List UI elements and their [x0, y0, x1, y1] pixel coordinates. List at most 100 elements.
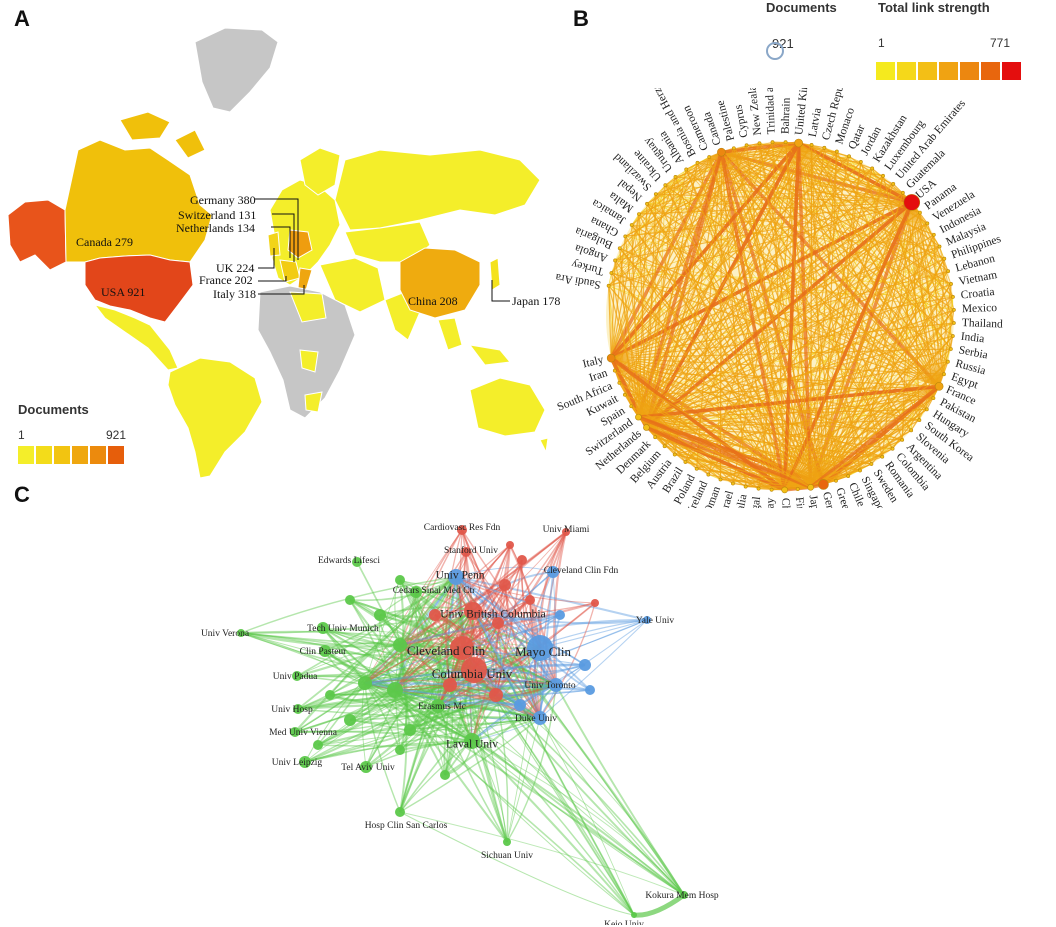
institution-node — [443, 678, 457, 692]
country-node — [858, 160, 863, 164]
institution-link — [399, 740, 473, 813]
country-node — [617, 246, 622, 251]
institution-node — [393, 638, 407, 652]
panel-a-letter: A — [14, 6, 30, 31]
country-node — [731, 146, 736, 151]
strength-swatch — [939, 62, 960, 80]
institution-label: Columbia Univ — [432, 666, 513, 681]
country-node — [694, 466, 699, 471]
country-link — [674, 453, 811, 488]
institution-link — [297, 610, 474, 710]
institution-link — [437, 599, 531, 707]
country-node — [834, 478, 838, 483]
institution-link — [437, 614, 561, 707]
country-node — [645, 201, 649, 206]
institution-link — [324, 650, 439, 707]
institution-link — [365, 576, 457, 768]
institution-link — [399, 669, 475, 813]
institution-link — [455, 576, 497, 696]
institution-link — [472, 610, 557, 686]
institution-link — [297, 682, 366, 710]
map-label-france: France 202 — [199, 273, 253, 287]
country-node — [695, 160, 700, 165]
institution-link — [437, 529, 463, 707]
institution-link — [399, 684, 557, 751]
institution-link — [465, 551, 497, 696]
institution-link — [364, 529, 463, 684]
institution-link — [364, 682, 685, 896]
institution-link — [329, 693, 439, 707]
institution-link — [324, 650, 557, 686]
country-node — [900, 190, 905, 195]
country-node — [663, 183, 668, 188]
country-link — [646, 203, 812, 488]
institution-link — [361, 682, 367, 768]
country-node — [757, 141, 762, 146]
country-link — [759, 142, 940, 387]
institution-node — [514, 699, 526, 711]
institution-link — [399, 644, 635, 916]
institution-link — [437, 701, 521, 707]
institution-network: Cardiovasc Res Fdn Univ Miami Stanford Uni… — [201, 523, 719, 925]
institution-link — [399, 579, 497, 696]
country-link — [836, 151, 940, 387]
institution-node — [395, 575, 405, 585]
institution-link — [455, 576, 541, 649]
institution-link — [349, 717, 541, 727]
institution-link — [471, 619, 648, 742]
country-node — [622, 392, 627, 397]
country-node — [946, 269, 951, 274]
map-leader-lines — [255, 198, 510, 302]
circle-strength-scale — [876, 62, 1021, 80]
institution-link — [394, 529, 463, 691]
country-node — [612, 368, 617, 373]
institution-node — [293, 704, 303, 714]
institution-link — [455, 576, 596, 604]
institution-link — [364, 679, 451, 686]
country-link — [630, 405, 785, 491]
institution-label: Sichuan Univ — [481, 851, 533, 861]
country-link — [637, 144, 813, 418]
institution-link — [539, 717, 635, 916]
country-link — [646, 175, 884, 205]
country-link — [783, 201, 914, 491]
institution-node — [237, 629, 245, 637]
country-link — [610, 356, 786, 492]
institution-link — [399, 579, 439, 707]
country-node — [890, 446, 895, 451]
map-label-usa: USA 921 — [101, 285, 145, 299]
country-node — [909, 428, 914, 433]
institution-link — [394, 689, 685, 896]
china-shape — [399, 247, 481, 319]
country-node — [613, 258, 618, 263]
institution-node — [313, 740, 323, 750]
country-link — [733, 148, 893, 449]
institution-link — [349, 684, 557, 721]
country-link — [638, 212, 921, 418]
country-node — [706, 472, 711, 477]
institution-link — [399, 529, 463, 646]
institution-link — [364, 576, 457, 684]
country-link — [892, 385, 940, 450]
country-node — [880, 454, 885, 459]
country-link — [637, 141, 787, 418]
country-link — [810, 408, 928, 488]
institution-label: Edwards Lifesci — [318, 555, 380, 566]
institution-label: Yale Univ — [636, 616, 675, 626]
institution-label: Univ Miami — [543, 525, 590, 535]
institution-link — [508, 544, 558, 686]
country-link — [664, 184, 940, 387]
country-link — [637, 142, 761, 418]
institution-link — [240, 632, 451, 686]
circle-documents-title: Documents — [766, 0, 837, 15]
country-link — [619, 247, 940, 387]
country-node — [629, 223, 634, 227]
country-label: China — [779, 498, 792, 508]
country-label: Trinidad and Tobago — [762, 88, 778, 134]
country-link — [810, 429, 912, 488]
country-link — [810, 192, 904, 488]
institution-link — [297, 669, 475, 710]
institution-link — [455, 576, 521, 706]
country-link — [784, 183, 894, 491]
institution-link — [539, 717, 685, 896]
